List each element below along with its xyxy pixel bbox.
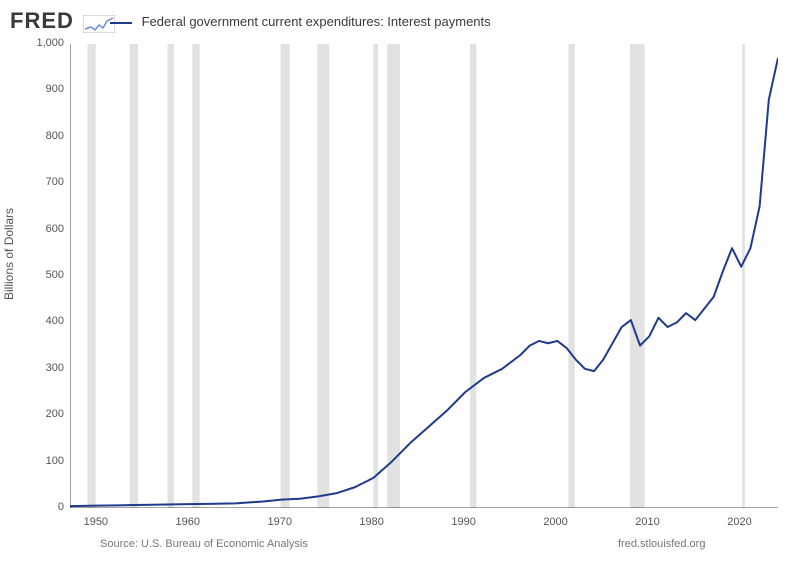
site-text: fred.stlouisfed.org [618,538,705,550]
y-tick-label: 100 [46,455,64,467]
x-tick-label: 2020 [727,516,751,528]
logo-text: FRED [10,8,74,33]
x-tick-label: 1970 [267,516,291,528]
x-tick-label: 1980 [359,516,383,528]
y-axis-label: Billions of Dollars [2,208,16,300]
y-tick-label: 600 [46,223,64,235]
legend-swatch [110,22,132,24]
y-tick-label: 900 [46,83,64,95]
x-tick-label: 1960 [176,516,200,528]
fred-logo: FRED [10,8,115,34]
x-tick-label: 1950 [84,516,108,528]
x-tick-label: 2010 [635,516,659,528]
y-tick-label: 200 [46,408,64,420]
y-tick-label: 0 [58,501,64,513]
y-tick-label: 800 [46,130,64,142]
y-tick-label: 1,000 [36,37,64,49]
legend-label: Federal government current expenditures:… [142,14,491,29]
x-tick-label: 1990 [451,516,475,528]
y-tick-label: 700 [46,176,64,188]
chart-legend: Federal government current expenditures:… [110,14,491,29]
x-tick-label: 2000 [543,516,567,528]
y-tick-label: 300 [46,362,64,374]
source-text: Source: U.S. Bureau of Economic Analysis [100,538,308,550]
y-tick-label: 400 [46,315,64,327]
line-chart [70,44,778,508]
y-tick-label: 500 [46,269,64,281]
